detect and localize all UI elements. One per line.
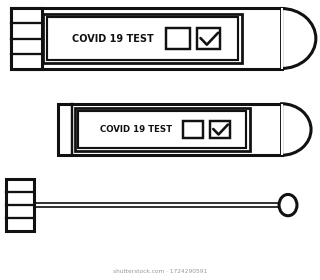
Ellipse shape — [279, 195, 297, 216]
Bar — [58, 104, 282, 155]
Bar — [6, 179, 34, 231]
Text: COVID 19 TEST: COVID 19 TEST — [100, 125, 172, 134]
Bar — [11, 8, 42, 69]
Bar — [166, 28, 190, 49]
Bar — [75, 108, 250, 151]
Bar — [210, 121, 230, 138]
Bar — [197, 28, 220, 49]
Wedge shape — [282, 8, 316, 68]
Bar — [281, 104, 283, 155]
Bar — [47, 17, 238, 60]
Wedge shape — [282, 104, 311, 155]
Text: COVID 19 TEST: COVID 19 TEST — [72, 34, 154, 43]
Text: shutterstock.com · 1724290591: shutterstock.com · 1724290591 — [113, 269, 207, 274]
Bar — [183, 121, 203, 138]
Bar — [11, 8, 282, 69]
Bar — [43, 14, 242, 63]
Bar — [281, 8, 283, 69]
Bar — [78, 111, 246, 148]
